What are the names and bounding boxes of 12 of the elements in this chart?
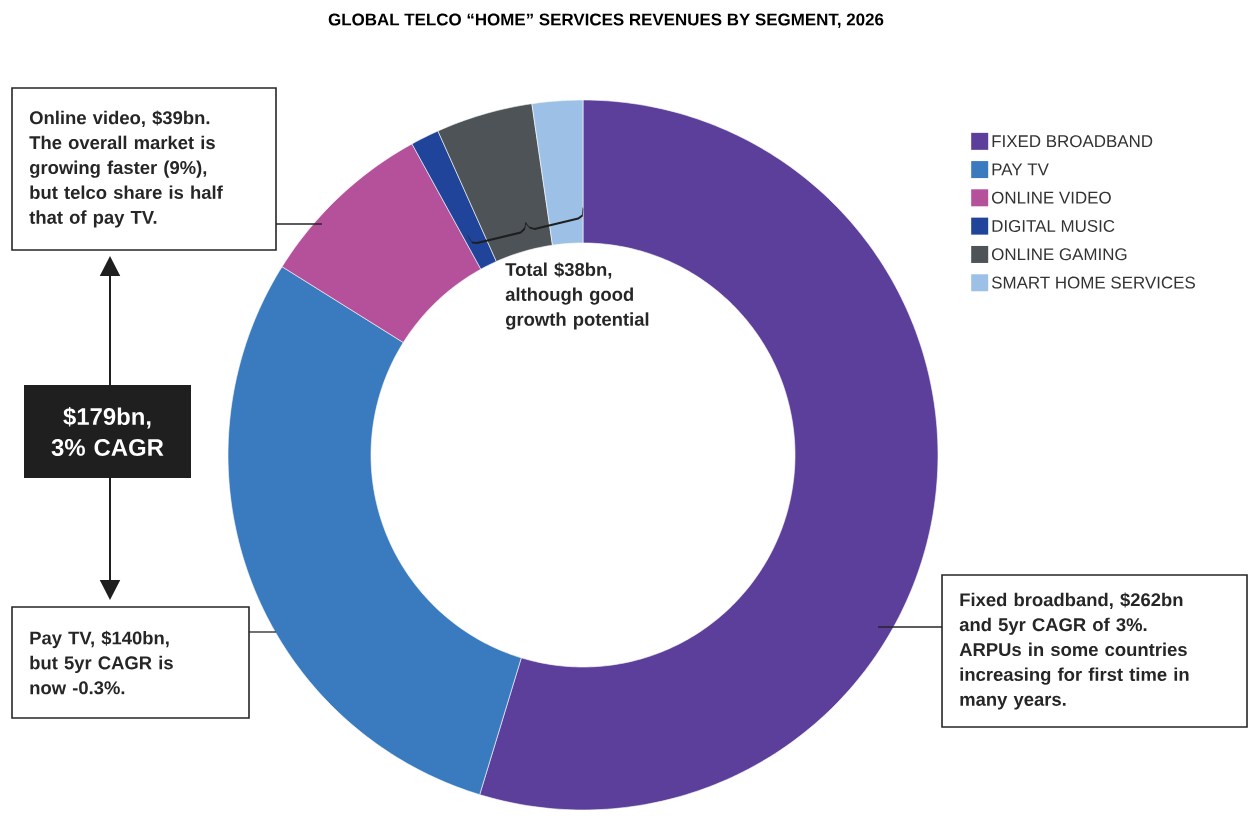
legend-label: ONLINE GAMING	[991, 248, 1127, 261]
text: Pay TV, $140bn, but 5yr CAGR is now -0.3%.	[30, 630, 173, 695]
legend-label: PAY TV	[992, 163, 1049, 176]
legend-label: FIXED BROADBAND	[992, 135, 1153, 148]
legend-label: SMART HOME SERVICES	[991, 276, 1195, 289]
text: Online video, $39bn. The overall market is growing faster (9%), but telco share is half that of pay TV.	[29, 110, 223, 228]
text: Total $38bn, although good growth potential	[505, 262, 649, 330]
text: Fixed broadband, $262bn and 5yr CAGR of 3%. ARPUs in some countries increasing for first time in many years.	[959, 592, 1189, 710]
legend-label: DIGITAL MUSIC	[992, 219, 1115, 232]
text: $179bn, 3% CAGR	[51, 407, 164, 456]
legend-label: ONLINE VIDEO	[991, 191, 1111, 204]
chart-title: GLOBAL TELCO “HOME” SERVICES REVENUES BY SEGMENT, 2026	[328, 13, 884, 28]
